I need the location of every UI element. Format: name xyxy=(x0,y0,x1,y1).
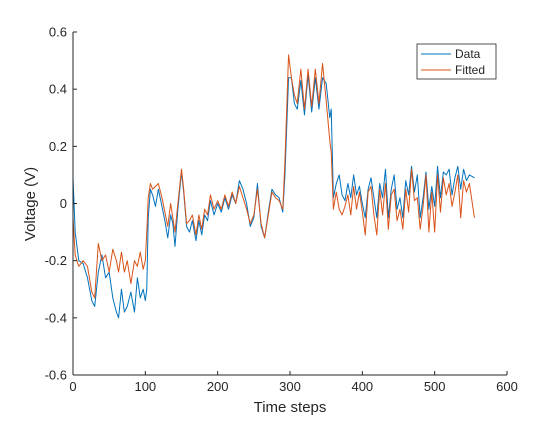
x-tick-label: 500 xyxy=(424,379,446,394)
x-tick-label: 100 xyxy=(134,379,156,394)
x-tick-label: 200 xyxy=(207,379,229,394)
legend-box xyxy=(416,43,497,80)
series-layer xyxy=(72,54,475,319)
legend-label-data: Data xyxy=(455,47,481,61)
x-ticks: 0 100 200 300 400 500 600 xyxy=(69,371,518,394)
y-tick-label: 0.2 xyxy=(49,139,67,154)
y-tick-label: -0.2 xyxy=(45,253,67,268)
y-tick-label: 0.4 xyxy=(49,82,67,97)
y-axis-label: Voltage (V) xyxy=(22,167,39,241)
legend: Data Fitted xyxy=(416,43,497,80)
series-line-fitted xyxy=(72,54,475,299)
y-tick-label: -0.6 xyxy=(45,368,67,383)
y-ticks: -0.6 -0.4 -0.2 0 0.2 0.4 0.6 xyxy=(45,25,77,383)
x-axis-label: Time steps xyxy=(254,399,327,416)
y-tick-label: -0.4 xyxy=(45,310,67,325)
x-tick-label: 0 xyxy=(69,379,76,394)
x-tick-label: 400 xyxy=(351,379,373,394)
x-tick-label: 300 xyxy=(279,379,301,394)
series-line-data xyxy=(72,74,475,319)
legend-label-fitted: Fitted xyxy=(455,63,485,77)
y-tick-label: 0 xyxy=(60,196,67,211)
x-tick-label: 600 xyxy=(496,379,518,394)
y-tick-label: 0.6 xyxy=(49,25,67,40)
plot-area xyxy=(73,32,507,375)
